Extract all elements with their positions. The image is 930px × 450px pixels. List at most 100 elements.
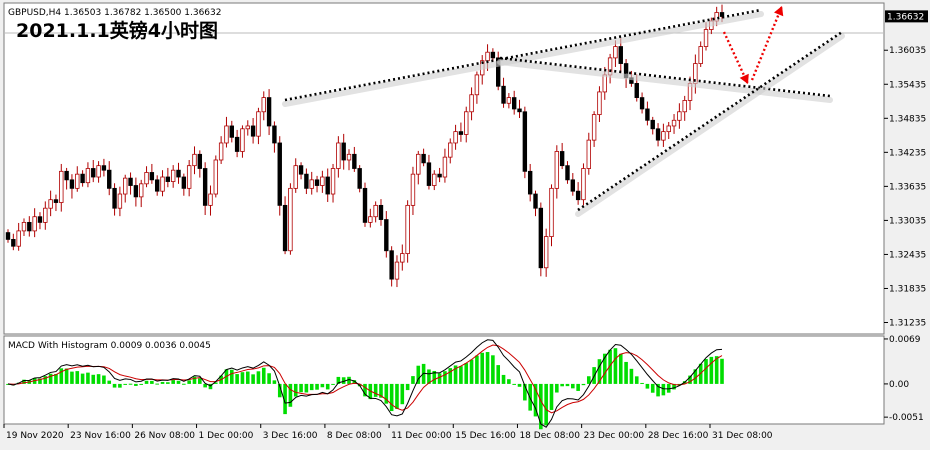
candle-body [405,204,410,254]
time-tick-label: 11 Dec 00:00 [391,431,452,441]
histogram-bar [395,383,399,409]
time-tick-label: 26 Nov 08:00 [134,431,195,441]
candle-body [186,165,192,189]
candle-body [682,100,687,113]
histogram-bar [720,358,724,384]
candle-body [645,108,650,121]
candle-body [559,151,565,167]
histogram-bar [315,383,319,390]
candle-body [400,253,405,263]
candle-body [197,153,203,169]
candle-body [202,168,208,206]
candle-body [144,172,149,185]
histogram-bar [533,383,538,417]
candle-body [69,179,75,189]
time-tick-label: 28 Dec 16:00 [648,431,709,441]
candle-body [517,108,522,113]
histogram-bar [48,373,53,384]
histogram-bar [379,383,383,398]
histogram-bar [517,383,522,387]
histogram-bar [261,367,266,384]
candle-body [266,97,272,127]
candle-body [320,176,325,186]
histogram-bar [293,383,298,397]
histogram-bar [405,383,410,391]
overlay-title: 2021.1.1英镑4小时图 [16,19,218,42]
candle-body [250,125,256,137]
histogram-bar [661,383,666,396]
histogram-bar [544,383,548,426]
candle-body [581,168,586,201]
pattern-trendline [577,30,843,212]
time-tick-label: 3 Dec 16:00 [263,431,318,441]
histogram-bar [656,383,660,397]
histogram-bar [427,369,431,384]
candle-body [384,219,389,252]
histogram-bar [229,369,234,384]
candle-body [527,170,533,195]
candle-body [298,165,304,175]
time-tick-label: 23 Dec 00:00 [584,431,645,441]
candle-body [160,176,165,192]
candle-body [165,176,171,182]
histogram-bar [432,370,437,384]
candle-body [43,207,48,223]
histogram-bar [38,378,42,384]
candle-body [293,165,298,189]
histogram-bar [251,374,255,384]
candle-body [618,46,623,64]
candle-body [533,193,538,209]
candle-body [538,207,544,269]
histogram-bar [256,371,261,384]
candle-body [91,168,96,178]
price-tick-label: 1.35435 [889,80,926,90]
candle-body [176,169,181,178]
candle-body [149,172,155,181]
histogram-bar [341,377,346,384]
histogram-bar [714,356,719,384]
current-price-badge [885,10,928,23]
macd-tick-label: -0.0051 [889,413,924,423]
time-tick-label: 31 Dec 08:00 [712,431,773,441]
histogram-bar [107,380,112,384]
histogram-bar [453,365,458,384]
histogram-bar [613,348,618,384]
histogram-bar [549,383,554,410]
histogram-bar [624,361,628,384]
macd-axis: 0.0069 0.00 -0.0051 [884,335,924,423]
candle-body [85,168,91,184]
candle-body [128,177,133,186]
candle-body [501,85,506,104]
candle-body [474,74,480,96]
histogram-bar [112,383,117,388]
candle-body [304,173,309,189]
histogram-bar [187,380,191,384]
time-tick-label: 8 Dec 08:00 [327,431,382,441]
price-tick-label: 1.31235 [889,319,926,329]
current-price-label: 1.36632 [887,12,924,22]
candle-body [368,216,373,223]
candle-body [410,173,416,206]
histogram-bar [491,355,495,384]
candle-body [421,153,426,164]
candle-body [154,179,160,192]
histogram-bar [64,368,69,384]
candle-body [442,156,448,178]
candle-body [485,51,490,62]
forecast-arrowhead [739,73,749,84]
histogram-bar [411,376,415,384]
candle-body [437,173,442,178]
candle-body [288,187,293,252]
histogram-bar [75,371,80,384]
candle-body [570,179,576,192]
candle-body [650,119,655,130]
histogram-bar [59,368,64,384]
candle-body [59,170,64,203]
histogram-bar [91,374,96,384]
histogram-bar [267,373,271,384]
candle-body [5,232,11,240]
candle-body [469,94,474,113]
histogram-bar [118,383,122,388]
